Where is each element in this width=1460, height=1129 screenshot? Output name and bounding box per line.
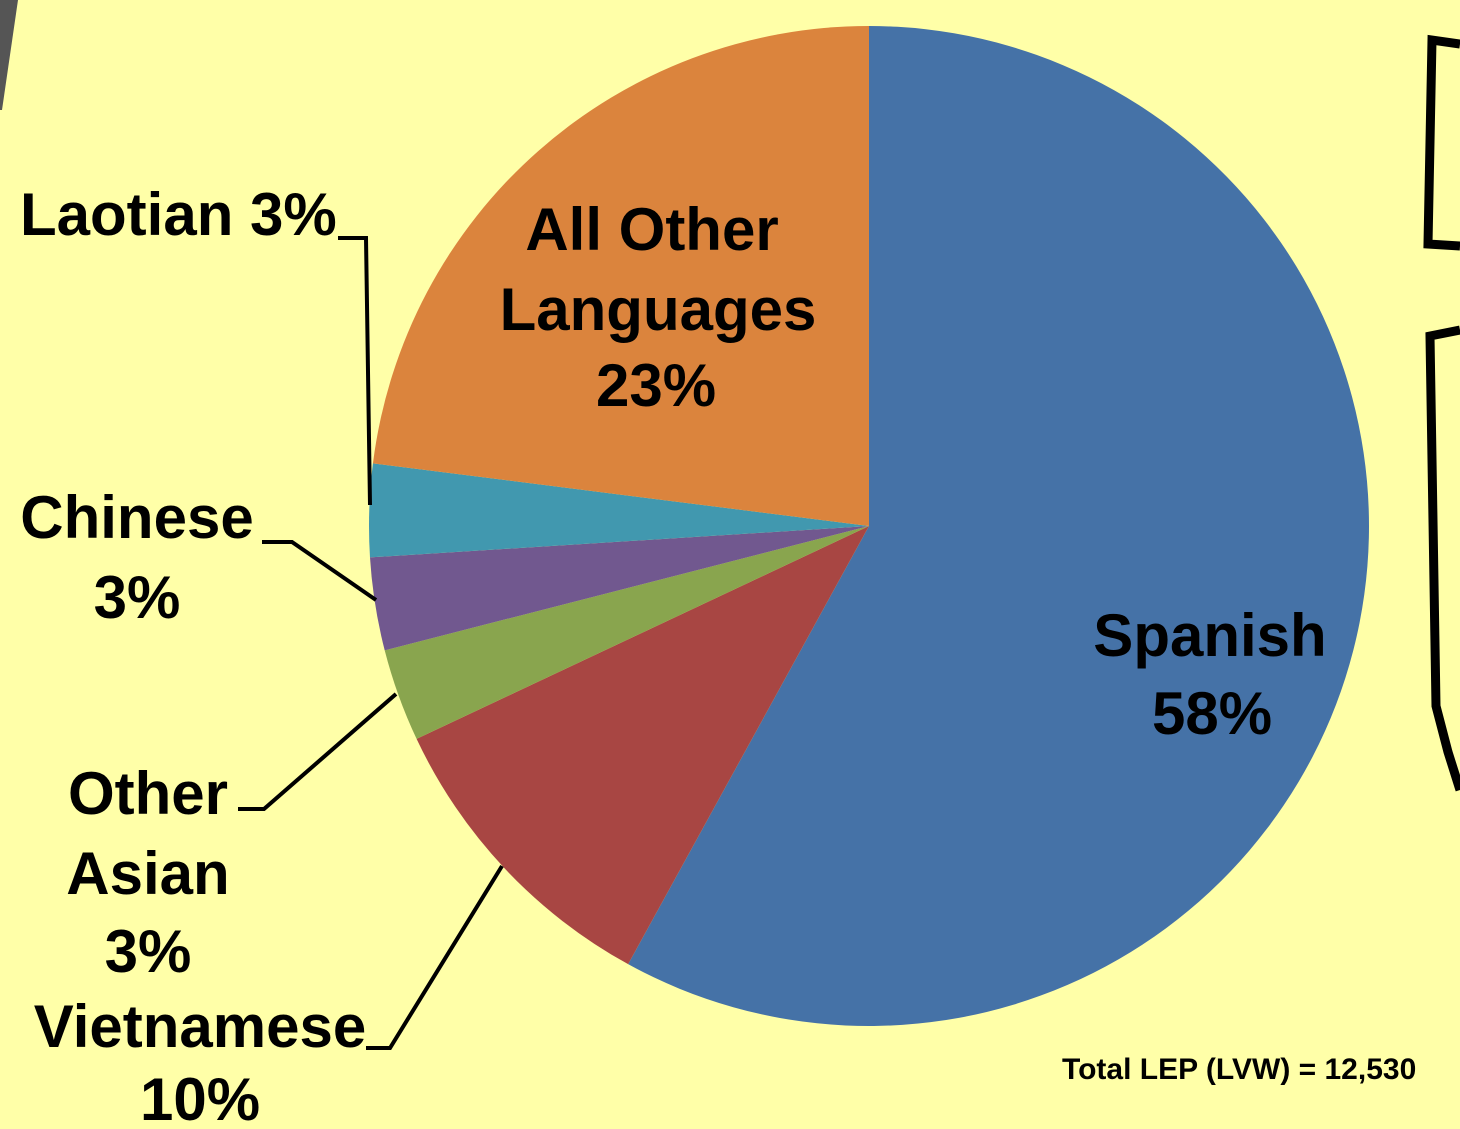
data-label-chinese: Chinese bbox=[20, 484, 253, 551]
data-label-other-asian-2: Asian bbox=[66, 840, 229, 907]
data-label-spanish: Spanish bbox=[1093, 602, 1326, 669]
leader-line-other-asian bbox=[238, 692, 398, 811]
pie-slice-vietnamese bbox=[416, 526, 869, 965]
data-label-all-other: All Other bbox=[525, 196, 778, 263]
map-outline-bottom bbox=[1425, 325, 1460, 792]
data-label-laotian: Laotian 3% bbox=[20, 181, 337, 248]
pie-slice-all-other-languages bbox=[372, 26, 869, 526]
leader-line-vietnamese bbox=[366, 864, 504, 1050]
total-annotation: Total LEP (LVW) = 12,530 bbox=[1062, 1053, 1416, 1086]
pie-slice-spanish bbox=[628, 26, 1370, 1026]
data-label-chinese-value: 3% bbox=[94, 564, 181, 631]
pie-slice-chinese bbox=[369, 526, 869, 651]
data-label-all-other-value: 23% bbox=[596, 352, 716, 419]
data-label-vietnamese: Vietnamese bbox=[34, 993, 366, 1060]
data-label-vietnamese-value: 10% bbox=[140, 1066, 260, 1129]
pie-slices bbox=[369, 26, 1370, 1026]
leader-line-chinese bbox=[262, 540, 378, 602]
left-edge-shading bbox=[0, 0, 18, 110]
map-outline-top bbox=[1423, 34, 1460, 251]
pie-slice-laotian bbox=[369, 463, 869, 558]
data-label-other-asian-value: 3% bbox=[105, 918, 192, 985]
data-label-other-asian: Other bbox=[68, 760, 228, 827]
data-label-all-other-2: Languages bbox=[500, 276, 817, 343]
pie-slice-other-asian bbox=[384, 526, 869, 739]
leader-line-laotian bbox=[338, 236, 372, 506]
data-label-spanish-value: 58% bbox=[1152, 680, 1272, 747]
